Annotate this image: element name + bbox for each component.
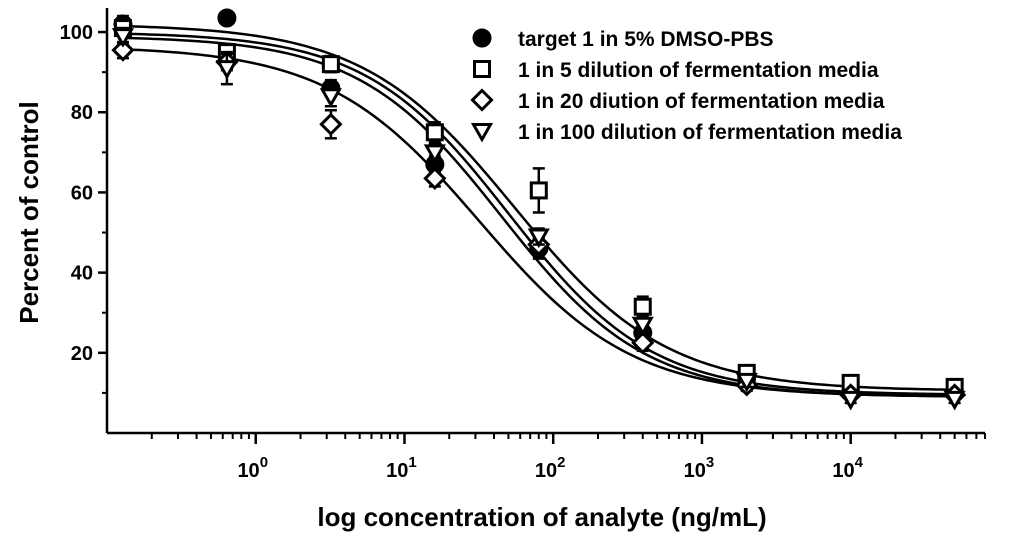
legend: target 1 in 5% DMSO-PBS 1 in 5 dilution o… [470,28,902,144]
data-point [425,123,444,142]
data-point [111,38,135,62]
legend-marker-series-4 [470,123,494,143]
data-point [217,8,237,28]
y-tick-label: 20 [71,343,93,365]
x-tick-label: 102 [535,454,566,482]
x-tick-label: 104 [832,454,863,482]
data-point [943,390,966,411]
y-tick-label: 100 [60,22,93,44]
legend-marker-series-3 [470,88,494,112]
plot-area [111,8,967,411]
data-point [423,166,447,191]
y-tick-label: 60 [71,182,93,204]
data-point [735,372,758,393]
y-tick-label: 40 [71,263,93,285]
data-point [423,144,446,164]
data-point [631,331,655,355]
data-point [839,390,862,411]
data-point [527,228,550,249]
data-point [321,55,340,74]
fit-curve-series-1 [118,32,958,396]
y-axis-label: Percent of control [14,101,44,323]
axes: 20 40 60 80 100 100 101 102 103 104 [60,8,986,482]
legend-label-series-3: 1 in 20 diution of fermentation media [518,90,885,113]
legend-label-series-4: 1 in 100 dilution of fermentation media [518,121,902,144]
y-tick-label: 80 [71,102,93,124]
data-point [319,88,342,108]
fit-curve-series-4 [118,36,958,398]
x-tick-label: 103 [684,454,715,482]
data-point [111,28,135,48]
legend-marker-series-2 [473,60,491,78]
legend-label-series-1: target 1 in 5% DMSO-PBS [518,28,774,51]
x-tick-label: 100 [237,454,268,482]
x-axis-label: log concentration of analyte (ng/mL) [317,502,766,532]
data-point [631,316,654,337]
series-4-points [111,26,966,411]
legend-marker-series-1 [472,28,492,48]
data-point [633,297,652,316]
data-point [319,112,343,136]
data-point [529,181,548,200]
data-point [215,60,238,80]
legend-label-series-2: 1 in 5 dilution of fermentation media [518,59,879,82]
x-tick-label: 101 [386,454,417,482]
